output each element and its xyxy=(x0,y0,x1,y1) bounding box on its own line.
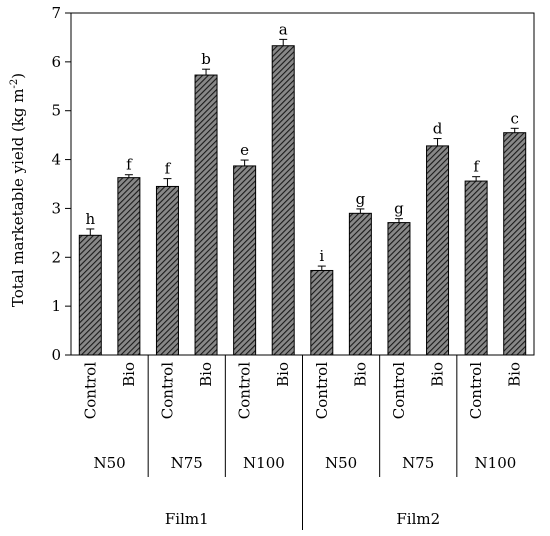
x-tick-label: Bio xyxy=(506,362,524,387)
y-tick-label: 7 xyxy=(51,4,61,22)
x-tick-label: Bio xyxy=(120,362,138,387)
y-tick-label: 3 xyxy=(51,199,61,217)
significance-letter: f xyxy=(165,160,172,178)
y-tick-label: 4 xyxy=(51,151,61,169)
plot-frame xyxy=(70,12,535,356)
bar xyxy=(310,269,334,356)
x-tick-label: Bio xyxy=(429,362,447,387)
significance-letter: h xyxy=(85,210,95,228)
significance-letter: c xyxy=(511,109,519,127)
bar xyxy=(503,132,527,356)
significance-letter: e xyxy=(240,141,249,159)
y-tick-label: 6 xyxy=(51,53,61,71)
significance-letter: g xyxy=(356,190,366,208)
bar xyxy=(155,185,179,356)
x-axis: Control Bio Control Bio Control Bio Control Bio… xyxy=(81,355,524,530)
bar xyxy=(387,222,411,356)
nitrogen-group-label: N75 xyxy=(171,454,203,472)
significance-letter: f xyxy=(473,158,480,176)
x-tick-label: Control xyxy=(313,362,331,419)
x-tick-label: Control xyxy=(81,362,99,419)
bar xyxy=(271,45,295,356)
x-tick-label: Control xyxy=(236,362,254,419)
y-tick-label: 5 xyxy=(51,102,61,120)
x-tick-label: Bio xyxy=(351,362,369,387)
significance-letter: f xyxy=(126,156,133,174)
significance-letter: a xyxy=(279,20,288,38)
bar xyxy=(194,74,218,356)
x-tick-label: Bio xyxy=(274,362,292,387)
x-tick-label: Control xyxy=(467,362,485,419)
significance-letter: d xyxy=(433,120,443,138)
bar xyxy=(233,165,257,356)
nitrogen-group-label: N50 xyxy=(93,454,125,472)
nitrogen-group-label: N100 xyxy=(243,454,285,472)
nitrogen-group-label: N75 xyxy=(402,454,434,472)
significance-letter: i xyxy=(319,247,324,265)
y-tick-label: 0 xyxy=(51,346,61,364)
significance-letter: g xyxy=(394,200,404,218)
bar xyxy=(426,145,450,356)
y-tick-label: 1 xyxy=(51,297,61,315)
bar xyxy=(78,234,102,356)
x-tick-label: Control xyxy=(158,362,176,419)
x-tick-label: Bio xyxy=(197,362,215,387)
x-tick-label: Control xyxy=(390,362,408,419)
film-group-label: Film1 xyxy=(165,510,209,528)
nitrogen-group-label: N100 xyxy=(475,454,517,472)
bar xyxy=(117,177,141,356)
bars: h f f b e a i g g d f c xyxy=(78,20,527,356)
film-group-label: Film2 xyxy=(396,510,440,528)
significance-letter: b xyxy=(201,50,211,68)
y-axis-label: Total marketable yield (kg m-2) xyxy=(9,73,27,307)
bar xyxy=(348,212,372,356)
y-tick-label: 2 xyxy=(51,248,61,266)
bar xyxy=(464,180,488,356)
nitrogen-group-label: N50 xyxy=(325,454,357,472)
